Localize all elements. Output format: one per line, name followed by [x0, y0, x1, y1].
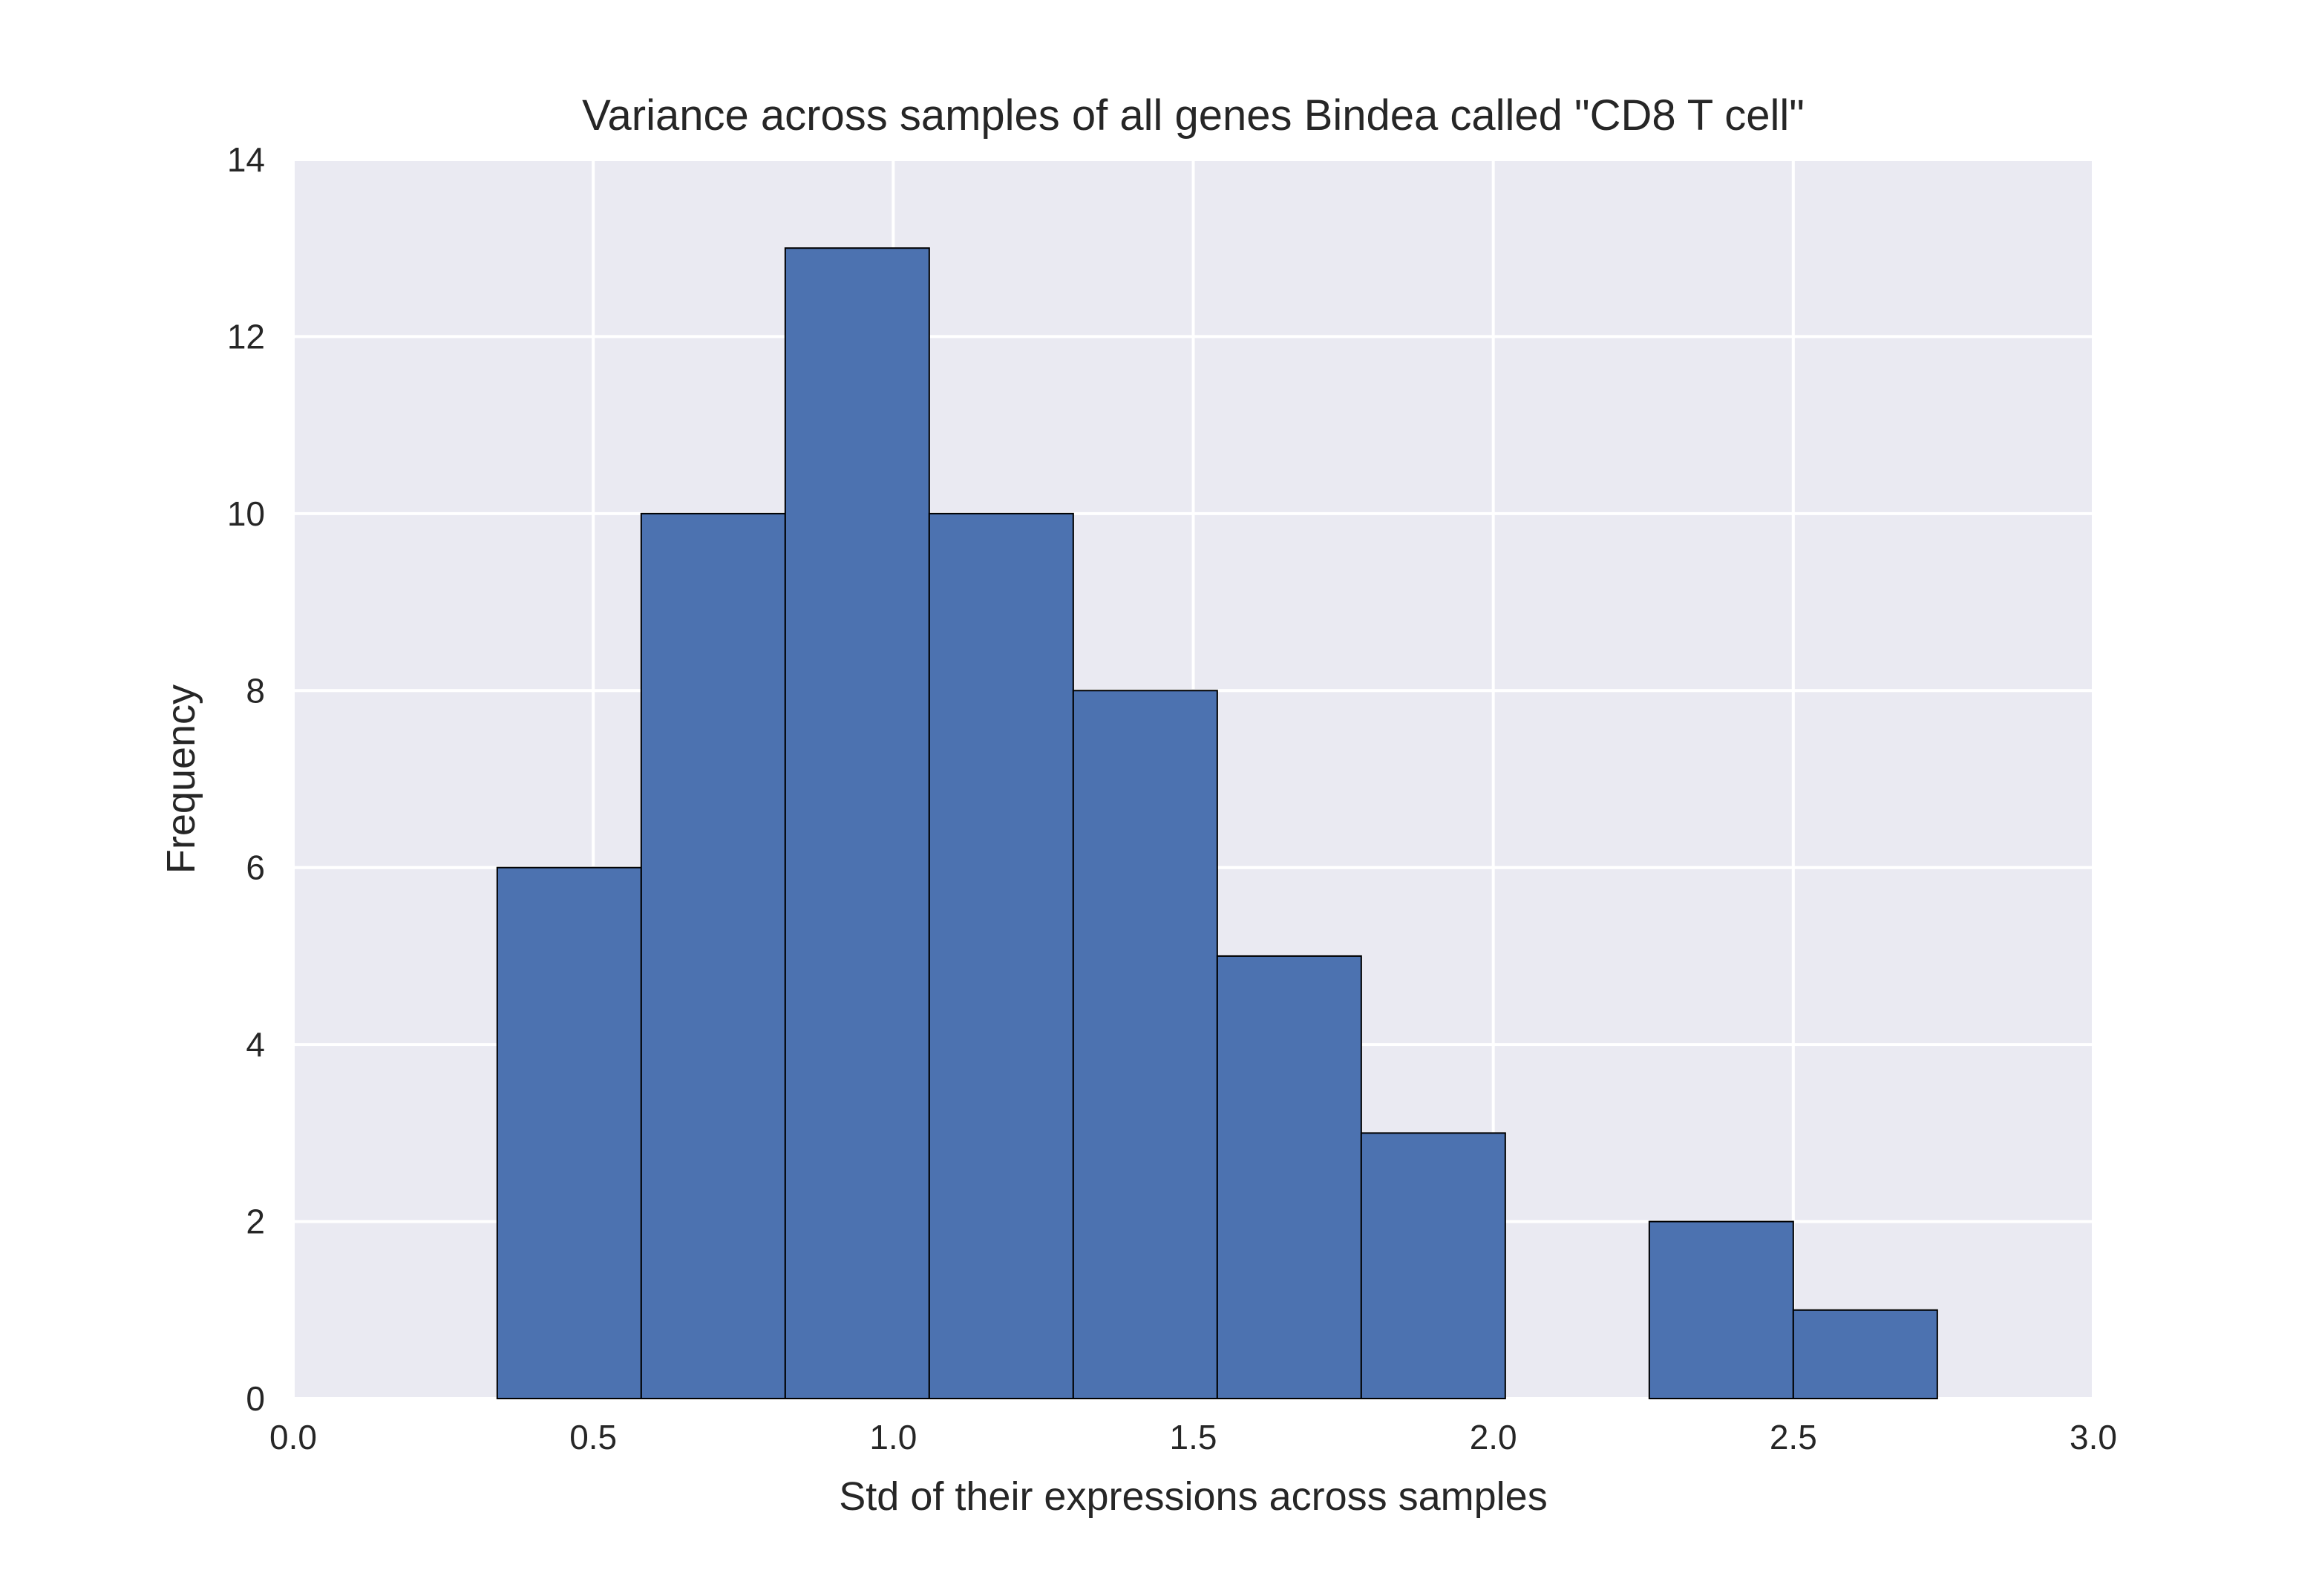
y-tick-label: 10	[227, 494, 265, 533]
histogram-bar-1	[496, 866, 642, 1399]
y-tick-label: 8	[246, 671, 265, 710]
x-tick-label: 1.5	[1170, 1418, 1217, 1456]
x-tick-label: 1.0	[869, 1418, 917, 1456]
y-axis-label: Frequency	[159, 684, 203, 874]
y-tick-labels: 0 2 4 6 8 10 12 14	[227, 140, 265, 1418]
y-tick-label: 2	[246, 1203, 265, 1241]
y-tick-label: 0	[246, 1379, 265, 1418]
x-tick-label: 3.0	[2070, 1418, 2117, 1456]
x-tick-labels: 0.0 0.5 1.0 1.5 2.0 2.5 3.0	[269, 1418, 2117, 1456]
x-tick-label: 2.5	[1770, 1418, 1817, 1456]
chart-title: Variance across samples of all genes Bin…	[582, 91, 1805, 140]
histogram-bar-3	[784, 247, 930, 1400]
histogram-bars	[496, 247, 1938, 1400]
histogram-bar-6	[1216, 955, 1362, 1399]
x-tick-label: 2.0	[1470, 1418, 1517, 1456]
histogram-bar-10	[1792, 1309, 1938, 1400]
histogram-bar-2	[640, 512, 786, 1399]
y-tick-label: 4	[246, 1025, 265, 1064]
x-tick-label: 0.0	[269, 1418, 317, 1456]
x-tick-label: 0.5	[569, 1418, 617, 1456]
histogram-bar-7	[1360, 1132, 1506, 1400]
y-tick-label: 12	[227, 317, 265, 356]
x-axis-label: Std of their expressions across samples	[839, 1474, 1547, 1519]
histogram-bar-4	[928, 512, 1074, 1399]
histogram-bar-9	[1648, 1220, 1794, 1399]
y-tick-label: 14	[227, 140, 265, 179]
histogram-bar-5	[1072, 690, 1218, 1399]
y-tick-label: 6	[246, 848, 265, 887]
